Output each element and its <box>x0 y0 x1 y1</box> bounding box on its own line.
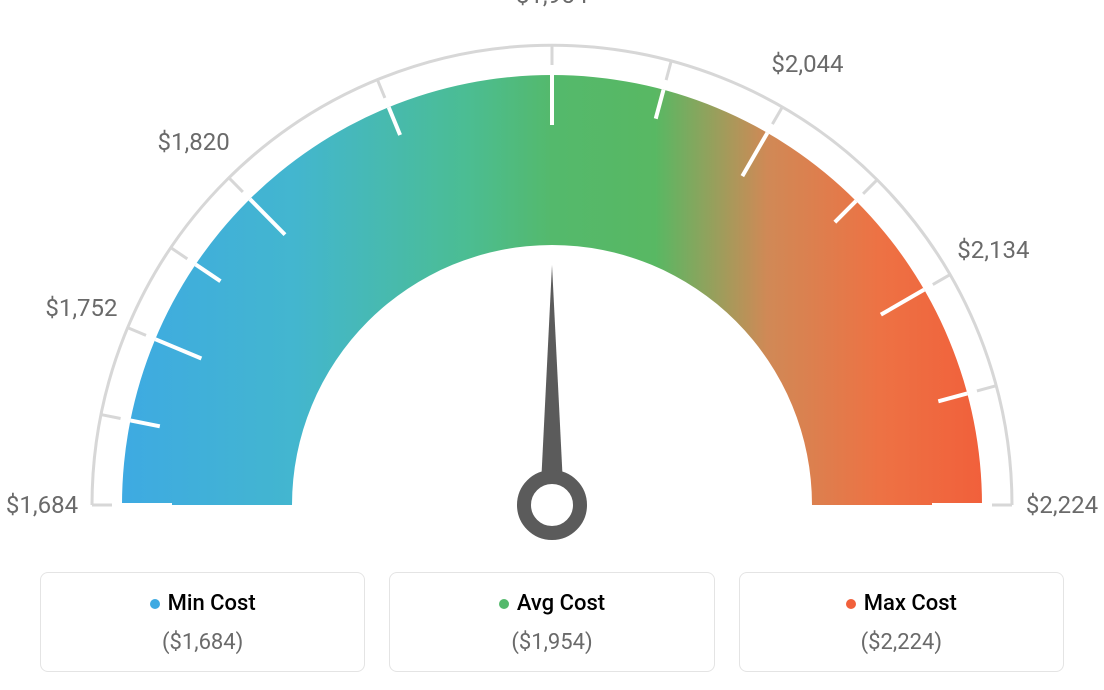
gauge-tick-label: $1,752 <box>45 294 117 322</box>
gauge-tick-label: $2,044 <box>771 50 843 78</box>
legend-title-max-text: Max Cost <box>864 591 957 616</box>
legend-card-avg: Avg Cost ($1,954) <box>389 572 714 672</box>
gauge-tick-label: $2,224 <box>1026 491 1098 519</box>
legend-dot-min <box>150 599 160 609</box>
legend-value-max: ($2,224) <box>750 630 1053 655</box>
gauge-tick-label: $1,820 <box>158 128 230 156</box>
legend-title-avg: Avg Cost <box>499 591 605 616</box>
legend-title-min-text: Min Cost <box>168 591 256 616</box>
legend-card-max: Max Cost ($2,224) <box>739 572 1064 672</box>
gauge-svg <box>0 10 1104 570</box>
legend-value-min: ($1,684) <box>51 630 354 655</box>
gauge-area: $1,684$1,752$1,820$1,954$2,044$2,134$2,2… <box>0 10 1104 560</box>
cost-gauge-chart: $1,684 $1,752 $1,820 $1,954 $2,044 $2,134 $2,2… <box>0 0 1104 690</box>
legend-value-avg: ($1,954) <box>400 630 703 655</box>
gauge-tick-label: $1,954 <box>516 0 588 9</box>
gauge-tick-label: $2,134 <box>957 236 1029 264</box>
legend-card-min: Min Cost ($1,684) <box>40 572 365 672</box>
legend-dot-max <box>846 599 856 609</box>
legend-title-avg-text: Avg Cost <box>517 591 605 616</box>
gauge-tick-label: $1,684 <box>6 491 78 519</box>
legend-row: Min Cost ($1,684) Avg Cost ($1,954) Max … <box>40 572 1064 672</box>
legend-dot-avg <box>499 599 509 609</box>
legend-title-max: Max Cost <box>846 591 957 616</box>
legend-title-min: Min Cost <box>150 591 256 616</box>
